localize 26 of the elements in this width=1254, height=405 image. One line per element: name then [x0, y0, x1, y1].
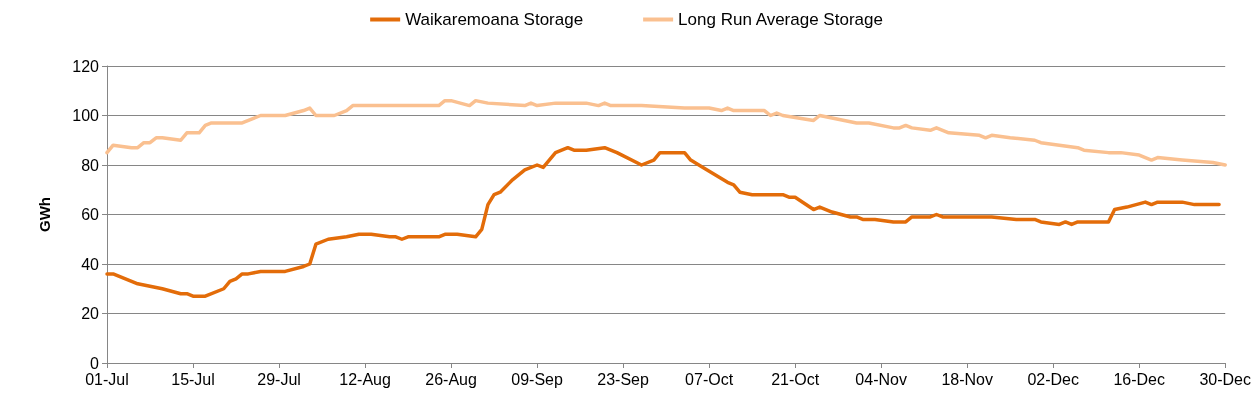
legend-label: Long Run Average Storage — [678, 10, 883, 29]
line-series — [105, 98, 1227, 167]
x-tick-label: 02-Dec — [1027, 370, 1079, 388]
x-tick-label: 23-Sep — [597, 370, 649, 388]
y-tick-label: 20 — [81, 305, 100, 322]
y-tick-label: 100 — [72, 107, 100, 124]
x-tick-label: 15-Jul — [171, 370, 215, 388]
x-tick-label: 09-Sep — [511, 370, 563, 388]
y-tick-label: 60 — [81, 206, 100, 223]
y-tick-label: 120 — [72, 57, 100, 75]
y-tick-label: 0 — [90, 354, 100, 372]
x-tick-label: 18-Nov — [941, 370, 993, 388]
y-axis-title: GWh — [36, 197, 53, 232]
y-tick-label: 80 — [81, 156, 100, 174]
x-tick-label: 26-Aug — [425, 370, 477, 388]
x-tick-label: 21-Oct — [771, 370, 820, 388]
x-tick-label: 12-Aug — [339, 370, 391, 388]
line-series — [105, 145, 1221, 298]
x-tick-label: 29-Jul — [257, 370, 301, 388]
y-tick-label: 40 — [81, 255, 100, 273]
x-tick-label: 30-Dec — [1199, 370, 1251, 388]
legend-label: Waikaremoana Storage — [405, 10, 584, 29]
x-tick-label: 07-Oct — [685, 370, 734, 388]
x-tick-label: 04-Nov — [855, 370, 907, 388]
x-tick-label: 16-Dec — [1113, 370, 1165, 388]
x-tick-label: 01-Jul — [85, 370, 129, 388]
